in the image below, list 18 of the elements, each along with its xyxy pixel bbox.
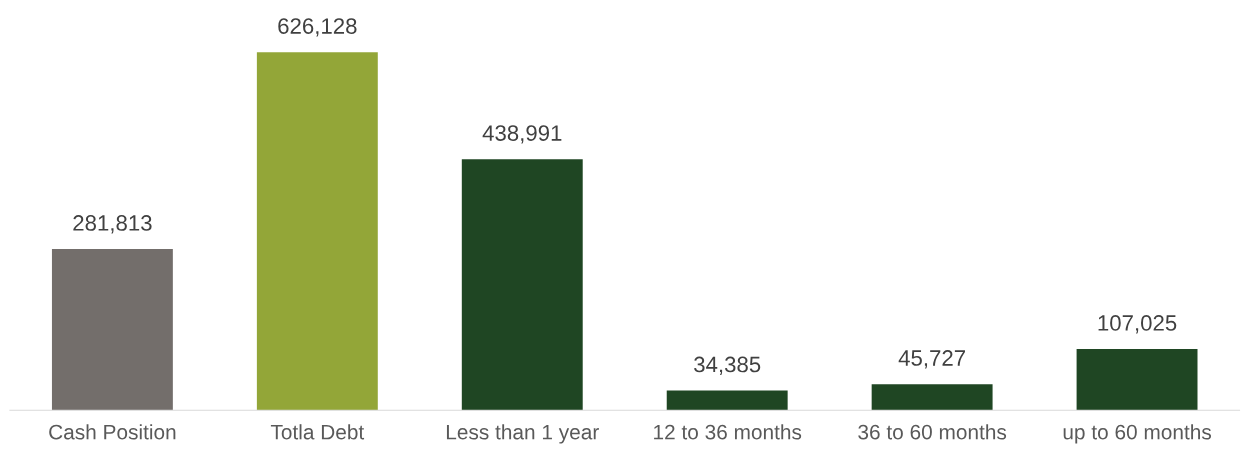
x-tick-label: up to 60 months — [1063, 424, 1212, 444]
data-label: 107,025 — [1098, 315, 1177, 334]
x-tick-label: Cash Position — [49, 424, 176, 440]
bar — [1076, 349, 1198, 411]
bar — [256, 52, 378, 411]
data-label: 281,813 — [73, 215, 152, 234]
x-tick-label: Less than 1 year — [446, 424, 599, 444]
x-tick-label: 12 to 36 months — [654, 424, 802, 440]
x-tick-label: 36 to 60 months — [858, 424, 1007, 440]
bar — [871, 384, 993, 411]
data-label: 438,991 — [482, 125, 562, 144]
bar — [461, 159, 583, 411]
data-label: 626,128 — [278, 18, 357, 37]
bar — [51, 249, 173, 411]
data-label: 45,727 — [898, 350, 965, 369]
data-label: 34,385 — [694, 356, 761, 375]
x-tick-label: Totla Debt — [270, 424, 365, 440]
bar — [666, 390, 788, 411]
